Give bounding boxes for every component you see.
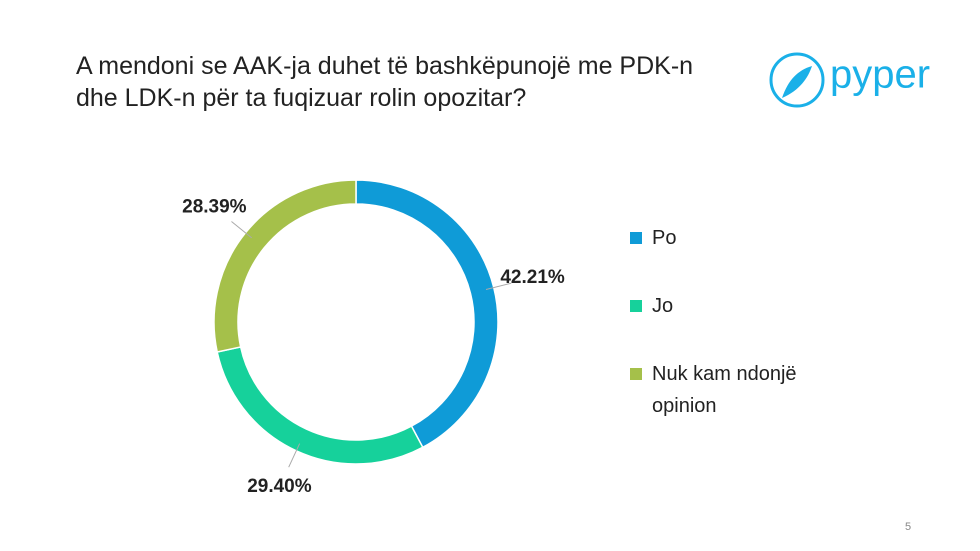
chart-title: A mendoni se AAK-ja duhet të bashkëpunoj… (76, 52, 694, 112)
legend-item: Nuk kam ndonjë opinion (630, 358, 850, 422)
logo-icon (769, 52, 825, 108)
legend-item: Po (630, 222, 850, 254)
legend-item: Jo (630, 290, 850, 322)
data-label: 28.39% (182, 197, 247, 218)
legend-swatch (630, 300, 642, 312)
donut-segment (355, 179, 499, 449)
data-label: 29.40% (247, 476, 312, 497)
legend-label: Jo (652, 295, 674, 317)
leader-line (485, 282, 512, 291)
data-label: 42.21% (500, 267, 565, 288)
legend-label: Nuk kam ndonjë opinion (652, 363, 797, 417)
leader-line (231, 221, 253, 239)
legend-label: Po (652, 227, 677, 249)
legend-swatch (630, 232, 642, 244)
logo-text: pyper (830, 53, 930, 97)
legend-swatch (630, 368, 642, 380)
page-number: 5 (905, 521, 911, 533)
donut-segment (213, 179, 357, 353)
leader-line (288, 443, 301, 468)
donut-segment (216, 346, 424, 465)
